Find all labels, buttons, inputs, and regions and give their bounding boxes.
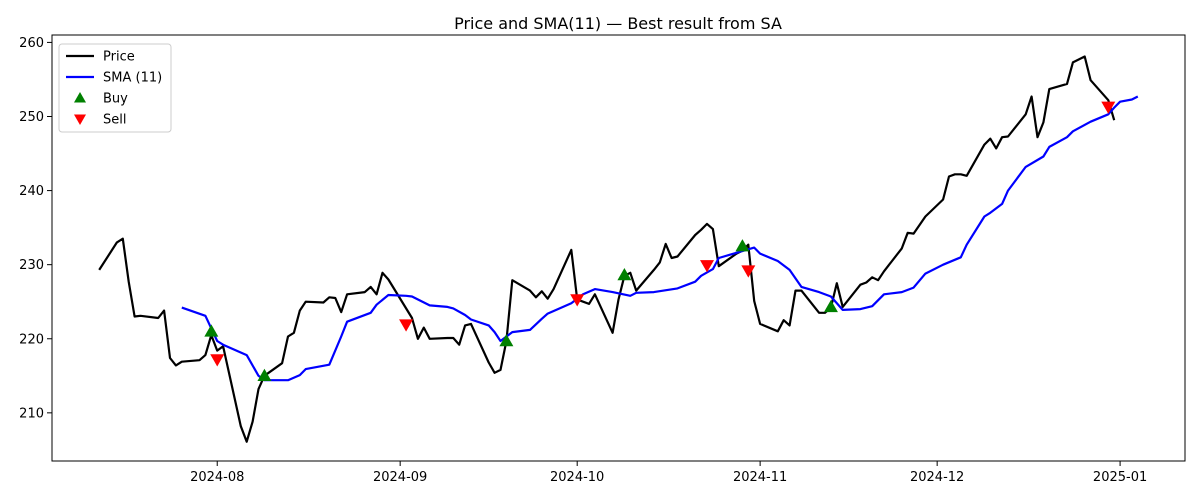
sell-marker	[210, 354, 225, 367]
sell-marker	[399, 319, 414, 332]
x-tick-label: 2024-10	[550, 470, 604, 485]
y-tick-label: 250	[19, 110, 44, 125]
series-line-sma	[181, 95, 1139, 382]
buy-marker	[735, 239, 750, 252]
plot-area	[98, 55, 1139, 443]
legend-swatch-buy	[74, 92, 86, 103]
legend-label-price: Price	[103, 50, 135, 65]
sell-marker	[700, 260, 715, 273]
legend-label-sma: SMA (11)	[103, 71, 162, 86]
sell-marker	[741, 265, 756, 278]
y-tick-label: 240	[19, 184, 44, 199]
sell-marker	[570, 294, 585, 307]
y-tick-label: 260	[19, 36, 44, 51]
axes-frame	[51, 34, 1186, 462]
y-tick-label: 230	[19, 258, 44, 273]
legend-swatch-sell	[74, 114, 86, 125]
x-tick-label: 2025-01	[1093, 470, 1147, 485]
buy-marker	[823, 299, 838, 313]
buy-marker	[499, 333, 514, 347]
buy-marker	[617, 268, 632, 281]
x-tick-label: 2024-08	[190, 470, 244, 485]
sell-marker	[1101, 101, 1116, 114]
legend-label-buy: Buy	[103, 92, 128, 107]
buy-marker	[204, 324, 219, 337]
y-tick-label: 210	[19, 406, 44, 421]
x-tick-label: 2024-11	[733, 470, 787, 485]
legend-box	[58, 43, 172, 133]
legend: Price SMA (11) Buy Sell	[58, 43, 172, 133]
axes: 2024-08 2024-09 2024-10 2024-11 2024-12 2025-…	[19, 34, 1186, 485]
chart-title: Price and SMA(11) — Best result from SA	[454, 14, 782, 33]
legend-label-sell: Sell	[103, 113, 126, 128]
x-tick-label: 2024-12	[910, 470, 964, 485]
x-tick-label: 2024-09	[373, 470, 427, 485]
y-tick-label: 220	[19, 332, 44, 347]
buy-marker	[257, 368, 272, 382]
